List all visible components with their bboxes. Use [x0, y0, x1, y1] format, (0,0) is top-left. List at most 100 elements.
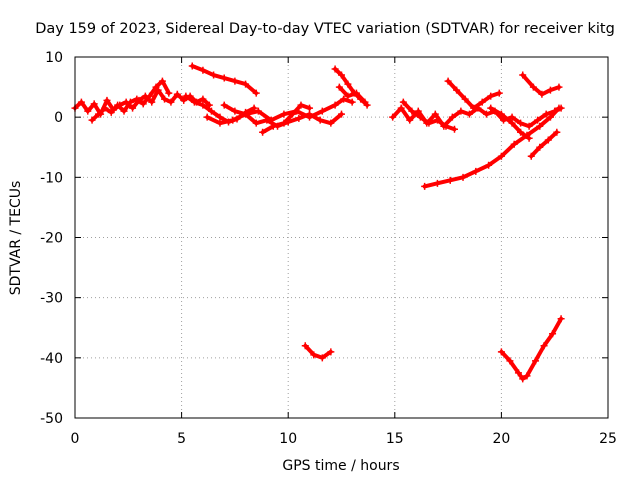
- series-track-e: [203, 95, 356, 127]
- data-point: [327, 348, 335, 356]
- data-point: [161, 95, 169, 103]
- data-point: [90, 100, 98, 108]
- series-line: [520, 73, 561, 97]
- data-point: [457, 107, 465, 115]
- data-point: [210, 71, 218, 79]
- data-point: [525, 122, 533, 130]
- y-tick-label: 0: [54, 110, 63, 126]
- data-point: [180, 96, 188, 104]
- data-point: [534, 116, 542, 124]
- data-point: [431, 110, 439, 118]
- data-point: [425, 119, 433, 127]
- x-tick-label: 0: [71, 431, 80, 447]
- data-point: [231, 77, 239, 85]
- data-point: [416, 113, 424, 121]
- series-track-q: [301, 342, 335, 362]
- data-point: [199, 95, 207, 103]
- data-point: [331, 65, 339, 73]
- data-point: [361, 98, 369, 106]
- data-point: [453, 86, 461, 94]
- series-track-i: [335, 83, 369, 106]
- data-point: [269, 122, 277, 130]
- data-point: [331, 101, 339, 109]
- y-tick-label: -20: [40, 231, 63, 247]
- data-point: [527, 152, 535, 160]
- data-point: [529, 83, 537, 91]
- data-point: [478, 98, 486, 106]
- y-tick-label: -30: [40, 291, 63, 307]
- data-point: [165, 89, 173, 97]
- data-point: [84, 107, 92, 115]
- data-point: [497, 348, 505, 356]
- data-point: [167, 98, 175, 106]
- data-point: [442, 122, 450, 130]
- data-point: [497, 152, 505, 160]
- x-tick-label: 20: [492, 431, 510, 447]
- data-point: [352, 89, 360, 97]
- data-point: [532, 357, 540, 365]
- x-tick-label: 15: [386, 431, 404, 447]
- data-point: [340, 95, 348, 103]
- data-point: [146, 92, 154, 100]
- data-point: [536, 143, 544, 151]
- data-point: [216, 113, 224, 121]
- data-point: [448, 113, 456, 121]
- data-point: [120, 107, 128, 115]
- data-point: [77, 98, 85, 106]
- y-tick-label: -10: [40, 170, 63, 186]
- data-point: [231, 107, 239, 115]
- data-point: [220, 101, 228, 109]
- series-track-o: [519, 71, 563, 98]
- data-point: [229, 116, 237, 124]
- data-point: [158, 77, 166, 85]
- data-point: [544, 136, 552, 144]
- series-layer: [71, 62, 565, 383]
- tick-layer: 0 5 10 15 20 25 -50 -40 -30 -20 -10 0 10: [40, 50, 617, 447]
- data-point: [389, 113, 397, 121]
- data-point: [546, 86, 554, 94]
- data-point: [203, 113, 211, 121]
- data-point: [555, 104, 563, 112]
- data-point: [461, 95, 469, 103]
- data-point: [470, 104, 478, 112]
- series-line: [303, 343, 333, 360]
- y-tick-label: -50: [40, 411, 63, 427]
- series-track-k: [399, 98, 458, 133]
- data-point: [444, 77, 452, 85]
- chart-title: Day 159 of 2023, Sidereal Day-to-day VTE…: [35, 21, 615, 37]
- data-point: [220, 74, 228, 82]
- data-point: [517, 119, 525, 127]
- data-point: [344, 80, 352, 88]
- data-point: [459, 173, 467, 181]
- data-point: [173, 90, 181, 98]
- data-point: [310, 351, 318, 359]
- data-point: [252, 89, 260, 97]
- data-point: [542, 110, 550, 118]
- data-point: [487, 104, 495, 112]
- y-tick-label: 10: [45, 50, 63, 66]
- data-point: [482, 110, 490, 118]
- data-point: [536, 122, 544, 130]
- data-point: [295, 114, 303, 122]
- data-point: [546, 113, 554, 121]
- data-point: [397, 104, 405, 112]
- data-point: [508, 113, 516, 121]
- data-point: [316, 116, 324, 124]
- data-point: [126, 98, 134, 106]
- data-point: [188, 62, 196, 70]
- series-line: [446, 79, 502, 111]
- data-point: [94, 110, 102, 118]
- series-track-n: [487, 104, 533, 142]
- data-point: [557, 315, 565, 323]
- y-tick-label: -40: [40, 351, 63, 367]
- data-point: [519, 375, 527, 383]
- data-point: [553, 128, 561, 136]
- data-point: [190, 98, 198, 106]
- data-point: [88, 116, 96, 124]
- x-axis-label: GPS time / hours: [282, 458, 399, 474]
- data-point: [399, 98, 407, 106]
- data-point: [301, 342, 309, 350]
- data-point: [497, 110, 505, 118]
- series-track-b: [88, 77, 173, 124]
